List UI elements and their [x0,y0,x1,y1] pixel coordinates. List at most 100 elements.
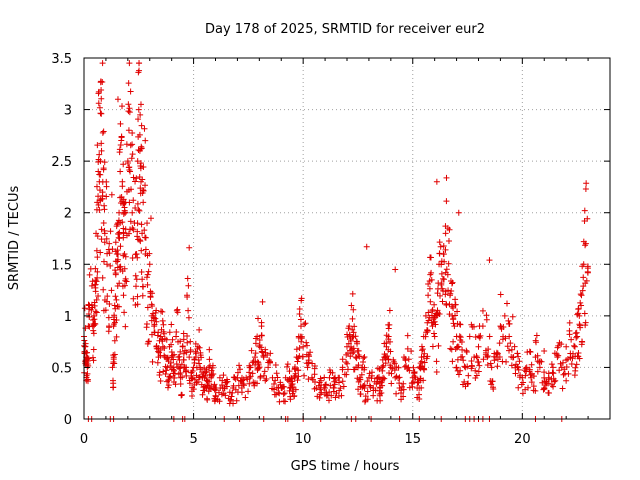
data-point [515,384,522,391]
data-point [526,348,533,355]
data-point [493,349,500,356]
data-point [428,269,435,276]
data-point [128,186,135,193]
data-point [448,287,455,294]
data-point [580,261,587,268]
data-point [360,355,367,362]
data-point [405,364,412,371]
data-point [144,340,151,347]
data-point [99,195,106,202]
data-point [355,386,362,393]
data-point [191,359,198,366]
data-point [281,390,288,397]
data-point [100,286,107,293]
data-point [318,389,325,396]
data-point [552,377,559,384]
data-point [444,271,451,278]
data-point [429,323,436,330]
data-point [103,193,110,200]
data-point [450,320,457,327]
data-point [379,382,386,389]
data-point [486,333,493,340]
data-point [119,219,126,226]
data-point [510,354,517,361]
data-point [456,333,463,340]
data-point [576,355,583,362]
data-point [393,390,400,397]
data-point [473,353,480,360]
data-point [106,300,113,307]
x-tick-label: 5 [189,432,197,447]
data-point [209,364,216,371]
data-point [530,373,537,380]
data-point [551,378,558,385]
data-point [173,361,180,368]
data-point [142,246,149,253]
data-point [443,198,450,205]
data-point [139,176,146,183]
data-point [92,308,99,315]
data-point-outlier [486,257,493,264]
data-point [93,183,100,190]
data-point [514,350,521,357]
data-point [136,131,143,138]
data-point [357,391,364,398]
data-point [431,318,438,325]
data-point [380,374,387,381]
data-point [427,298,434,305]
data-point [126,199,133,206]
data-point [466,333,473,340]
data-point [130,197,137,204]
data-point [519,374,526,381]
data-point [156,349,163,356]
data-point [115,251,122,258]
data-point [134,228,141,235]
data-point [418,384,425,391]
y-tick-label: 3 [64,104,72,119]
data-point [297,316,304,323]
data-point [139,283,146,290]
data-point [126,60,133,67]
data-point [258,348,265,355]
data-point [184,332,191,339]
data-point [125,127,132,134]
data-point [448,280,455,287]
data-point [327,382,334,389]
data-point [182,368,189,375]
data-point [355,362,362,369]
data-point [113,333,120,340]
data-point [550,383,557,390]
data-point [566,319,573,326]
data-point [428,276,435,283]
data-point [506,320,513,327]
data-point [508,346,515,353]
data-point [98,147,105,154]
data-point [110,354,117,361]
data-point [199,391,206,398]
data-point [260,372,267,379]
data-point [187,338,194,345]
data-point [443,266,450,273]
data-point [121,250,128,257]
data-point [177,338,184,345]
data-point [421,359,428,366]
data-point [93,278,100,285]
data-point [584,215,591,222]
data-point [93,309,100,316]
data-point [246,380,253,387]
data-point [300,343,307,350]
data-point [156,369,163,376]
data-point [111,302,118,309]
data-point [433,358,440,365]
data-point [116,209,123,216]
data-point [441,276,448,283]
data-point [555,342,562,349]
data-point [92,265,99,272]
data-point [572,364,579,371]
data-point [111,312,118,319]
data-point [84,378,91,385]
data-points [81,60,591,422]
data-point [149,302,156,309]
data-point [105,314,112,321]
